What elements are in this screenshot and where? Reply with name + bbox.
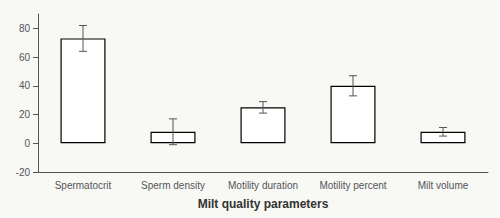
- svg-text:80: 80: [19, 23, 31, 34]
- svg-text:0: 0: [24, 138, 30, 149]
- svg-text:20: 20: [19, 109, 31, 120]
- svg-text:Milt volume: Milt volume: [418, 180, 469, 191]
- svg-text:Spermatocrit: Spermatocrit: [55, 180, 112, 191]
- svg-text:Sperm density: Sperm density: [141, 180, 205, 191]
- svg-text:60: 60: [19, 52, 31, 63]
- svg-text:40: 40: [19, 80, 31, 91]
- svg-text:Milt quality parameters: Milt quality parameters: [198, 197, 329, 211]
- svg-text:Motility percent: Motility percent: [319, 180, 386, 191]
- svg-text:Motility duration: Motility duration: [228, 180, 298, 191]
- svg-text:-20: -20: [16, 167, 31, 178]
